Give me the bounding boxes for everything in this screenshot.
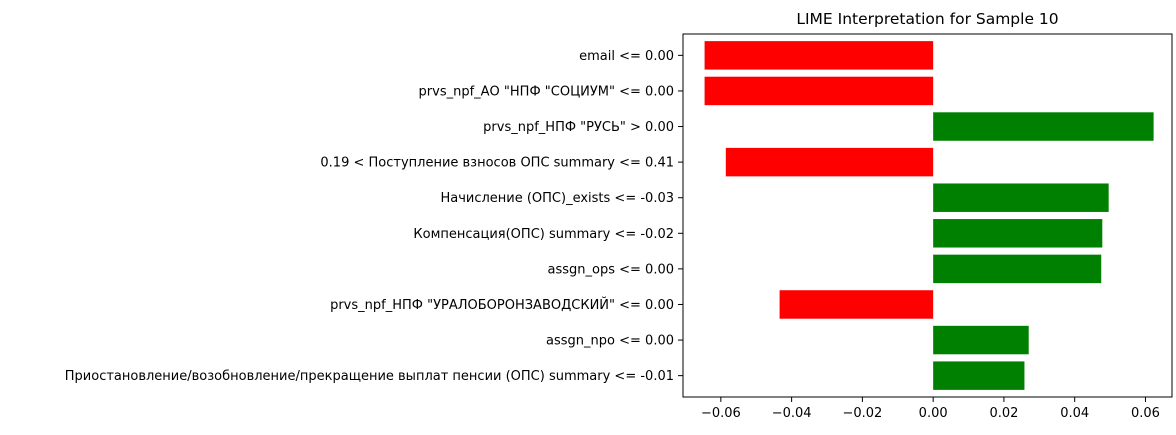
bar-5 xyxy=(933,219,1103,248)
y-tick-label-1: prvs_npf_АО "НПФ "СОЦИУМ" <= 0.00 xyxy=(419,84,674,99)
x-tick-label-5: 0.04 xyxy=(1060,406,1089,421)
x-tick-label-6: 0.06 xyxy=(1131,406,1160,421)
x-tick-label-1: −0.04 xyxy=(772,406,812,421)
y-tick-label-9: Приостановление/возобновление/прекращени… xyxy=(65,369,674,384)
y-tick-label-8: assgn_npo <= 0.00 xyxy=(546,334,674,349)
bar-4 xyxy=(933,183,1109,212)
y-tick-label-4: Начисление (ОПС)_exists <= -0.03 xyxy=(440,191,674,206)
y-tick-label-2: prvs_npf_НПФ "РУСЬ" > 0.00 xyxy=(483,120,674,135)
bar-9 xyxy=(933,361,1025,390)
y-tick-label-6: assgn_ops <= 0.00 xyxy=(548,262,674,277)
x-tick-label-3: 0.00 xyxy=(919,406,948,421)
chart-title: LIME Interpretation for Sample 10 xyxy=(796,10,1058,28)
bar-2 xyxy=(933,112,1154,141)
bar-6 xyxy=(933,254,1102,284)
bar-3 xyxy=(725,147,934,177)
y-tick-labels: email <= 0.00 prvs_npf_АО "НПФ "СОЦИУМ" <… xyxy=(65,49,683,384)
y-tick-label-0: email <= 0.00 xyxy=(579,49,674,64)
bar-7 xyxy=(779,290,934,319)
x-tick-label-2: −0.02 xyxy=(842,406,882,421)
bar-1 xyxy=(704,76,934,106)
bar-8 xyxy=(933,325,1029,355)
x-tick-label-0: −0.06 xyxy=(701,406,741,421)
plot-frame xyxy=(682,33,1173,398)
y-tick-label-3: 0.19 < Поступление взносов ОПС summary <… xyxy=(320,156,674,171)
y-tick-label-7: prvs_npf_НПФ "УРАЛОБОРОНЗАВОДСКИЙ" <= 0.… xyxy=(330,297,674,313)
bars-group xyxy=(704,41,1154,390)
y-tick-label-5: Компенсация(ОПС) summary <= -0.02 xyxy=(413,227,674,242)
x-tick-label-4: 0.02 xyxy=(989,406,1018,421)
x-axis: −0.06 −0.04 −0.02 0.00 0.02 0.04 0.06 xyxy=(701,397,1160,421)
bar-0 xyxy=(704,41,934,70)
